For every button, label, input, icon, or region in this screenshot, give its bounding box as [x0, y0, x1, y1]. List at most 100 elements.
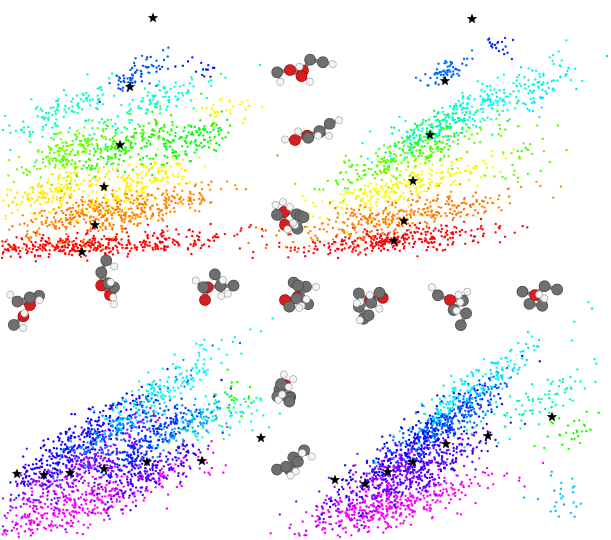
point	[190, 160, 192, 162]
point	[75, 202, 77, 204]
point	[308, 245, 310, 247]
point	[151, 174, 153, 176]
point	[86, 508, 88, 510]
point	[30, 241, 32, 243]
point	[62, 463, 64, 465]
point	[80, 504, 82, 506]
point	[85, 161, 87, 163]
point	[114, 156, 116, 158]
point	[16, 528, 18, 530]
point	[14, 524, 16, 526]
point	[6, 194, 8, 196]
point	[486, 117, 488, 119]
point	[474, 209, 476, 211]
point	[552, 87, 554, 89]
point	[41, 136, 43, 138]
point	[25, 476, 27, 478]
point	[163, 423, 165, 425]
point	[518, 83, 520, 85]
point	[369, 203, 371, 205]
point	[164, 434, 166, 436]
point	[94, 242, 96, 244]
point	[180, 463, 182, 465]
point	[108, 423, 110, 425]
point	[9, 498, 11, 500]
point	[345, 204, 347, 206]
point	[376, 238, 378, 240]
point	[46, 225, 48, 227]
point	[465, 123, 467, 125]
point	[156, 208, 158, 210]
point	[350, 166, 352, 168]
point	[53, 447, 55, 449]
point	[241, 101, 243, 103]
point	[351, 241, 353, 243]
point	[143, 185, 145, 187]
point	[495, 223, 497, 225]
point	[406, 214, 408, 216]
point	[128, 471, 130, 473]
point	[66, 188, 68, 190]
point	[339, 172, 341, 174]
point	[141, 55, 143, 57]
point	[133, 244, 135, 246]
point	[34, 218, 36, 220]
point	[508, 118, 510, 120]
point	[90, 215, 92, 217]
point	[521, 225, 523, 227]
point	[129, 198, 131, 200]
point	[507, 188, 509, 190]
point	[489, 197, 491, 199]
point	[182, 175, 184, 177]
point	[76, 532, 78, 534]
point	[143, 146, 145, 148]
point	[71, 159, 73, 161]
point	[127, 253, 129, 255]
point	[393, 230, 395, 232]
point	[21, 129, 23, 131]
point	[115, 481, 117, 483]
point	[168, 199, 170, 201]
point	[126, 247, 128, 249]
point	[151, 467, 153, 469]
point	[68, 241, 70, 243]
point	[429, 148, 431, 150]
point	[174, 150, 176, 152]
point	[123, 464, 125, 466]
point	[352, 248, 354, 250]
point	[137, 422, 139, 424]
point	[97, 147, 99, 149]
point	[139, 241, 141, 243]
point	[337, 257, 339, 259]
point	[421, 170, 423, 172]
point	[166, 162, 168, 164]
point	[179, 164, 181, 166]
point	[97, 170, 99, 172]
point	[146, 145, 148, 147]
point	[407, 199, 409, 201]
point	[140, 70, 142, 72]
point	[498, 194, 500, 196]
point	[138, 202, 140, 204]
point	[50, 503, 52, 505]
point	[309, 230, 311, 232]
point	[88, 241, 90, 243]
point	[201, 74, 203, 76]
point	[54, 219, 56, 221]
point	[96, 102, 98, 104]
point	[440, 148, 442, 150]
point	[401, 137, 403, 139]
point	[210, 143, 212, 145]
point	[420, 191, 422, 193]
point	[176, 486, 178, 488]
point	[447, 155, 449, 157]
point	[458, 120, 460, 122]
point	[182, 159, 184, 161]
point	[502, 110, 504, 112]
point	[7, 512, 9, 514]
point	[7, 243, 9, 245]
point	[28, 199, 30, 201]
point	[412, 199, 414, 201]
point	[370, 168, 372, 170]
point	[348, 165, 350, 167]
